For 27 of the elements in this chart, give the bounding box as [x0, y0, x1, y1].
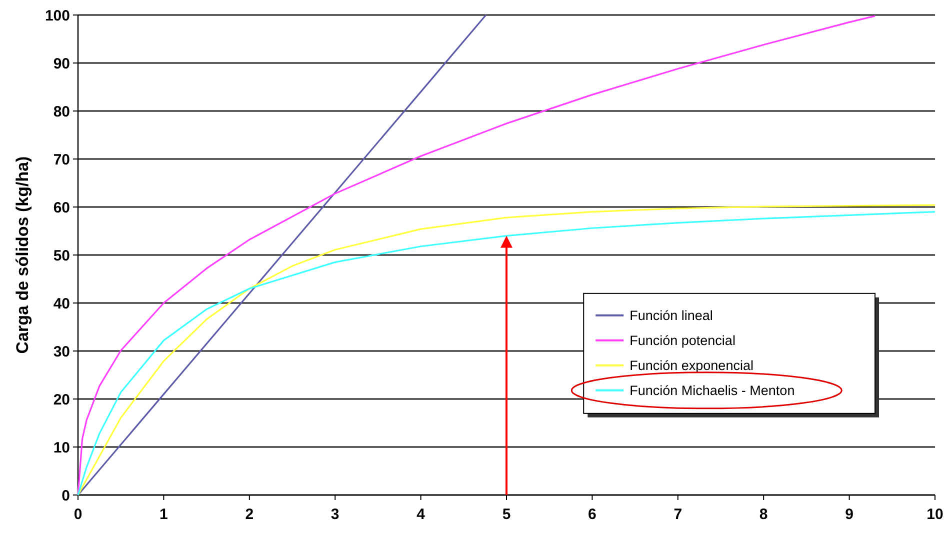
y-tick-label: 30 — [53, 343, 70, 360]
y-tick-label: 100 — [44, 7, 70, 24]
y-tick-label: 90 — [53, 55, 70, 72]
x-tick-label: 5 — [502, 506, 511, 523]
legend-label: Función exponencial — [630, 358, 754, 374]
y-tick-label: 20 — [53, 391, 70, 408]
legend-label: Función potencial — [630, 333, 736, 348]
y-axis-title: Carga de sólidos (kg/ha) — [13, 156, 32, 354]
x-tick-label: 7 — [674, 506, 682, 523]
x-tick-label: 2 — [245, 506, 254, 523]
y-tick-label: 40 — [53, 295, 70, 312]
legend-label: Función Michaelis - Menton — [630, 383, 795, 398]
y-tick-label: 50 — [53, 247, 70, 264]
y-tick-label: 70 — [53, 151, 70, 168]
x-tick-label: 8 — [759, 506, 768, 523]
x-tick-label: 0 — [74, 506, 82, 523]
x-tick-label: 1 — [160, 506, 168, 523]
y-tick-label: 10 — [53, 439, 70, 456]
y-tick-label: 60 — [53, 199, 70, 216]
x-tick-label: 4 — [416, 506, 426, 523]
legend-label: Función lineal — [630, 308, 713, 324]
y-tick-label: 80 — [53, 103, 70, 120]
x-tick-label: 6 — [588, 506, 596, 523]
y-tick-label: 0 — [62, 487, 70, 504]
x-tick-label: 3 — [330, 506, 340, 523]
x-tick-label: 9 — [845, 506, 854, 523]
x-tick-label: 10 — [926, 506, 944, 523]
